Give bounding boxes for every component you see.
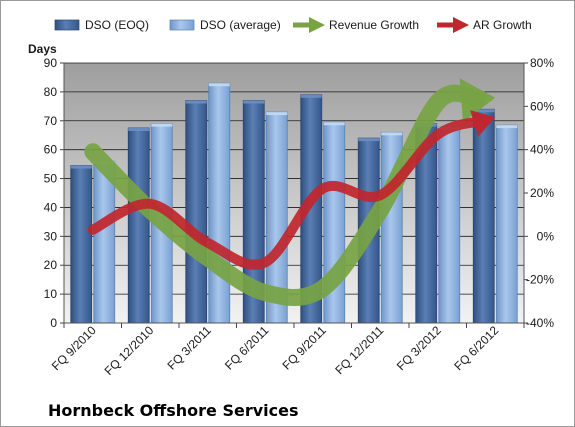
bar-dso-average	[495, 124, 518, 324]
bar-dso-eoq	[70, 165, 93, 324]
x-tick-label: FQ 6/2012	[451, 323, 501, 373]
bar-cap	[185, 100, 207, 104]
legend-arrow-revenue-growth	[293, 17, 325, 33]
bar-dso-eoq	[472, 108, 495, 324]
x-tick-label: FQ 6/2011	[222, 323, 272, 373]
y2-tick-label: -20%	[526, 273, 554, 287]
legend-label-revenue-growth: Revenue Growth	[329, 18, 419, 32]
x-tick-label: FQ 9/2010	[49, 323, 99, 373]
company-label: Hornbeck Offshore Services	[48, 401, 298, 420]
y-tick-label: 70	[44, 114, 58, 128]
growth-lines	[84, 78, 496, 307]
legend-label-ar-growth: AR Growth	[473, 18, 532, 32]
y-tick-label: 20	[44, 258, 58, 272]
y2-tick-label: 60%	[530, 99, 554, 113]
revenue-growth-line	[84, 84, 486, 307]
y-tick-label: 40	[44, 200, 58, 214]
bar-dso-eoq	[185, 100, 208, 324]
bar-cap	[151, 123, 173, 127]
legend-swatch-dso-eoq	[54, 19, 80, 31]
bar-cap	[496, 125, 518, 129]
x-tick-label: FQ 9/2011	[280, 323, 330, 373]
y-tick-label: 80	[44, 85, 58, 99]
x-tick-label: FQ 12/2011	[332, 323, 386, 377]
bar-cap	[208, 83, 230, 87]
revenue-growth-arrowhead	[459, 78, 496, 123]
bar-cap	[70, 165, 92, 169]
bar-dso-eoq	[127, 127, 150, 324]
legend-arrow-ar-growth	[437, 17, 469, 33]
y-tick-label: 60	[44, 143, 58, 157]
x-tick-label: FQ 12/2010	[102, 323, 157, 378]
y-tick-label: 10	[44, 287, 58, 301]
bar-cap	[128, 128, 150, 131]
x-tick-label: FQ 3/2012	[394, 323, 444, 373]
y2-tick-label: -40%	[526, 316, 554, 330]
legend-label-dso-eoq: DSO (EOQ)	[85, 18, 149, 32]
bar-cap	[358, 138, 380, 142]
bar-cap	[300, 94, 322, 98]
y2-tick-label: 0%	[537, 229, 555, 243]
y2-tick-label: 80%	[530, 56, 554, 70]
bar-dso-average	[93, 160, 116, 324]
bar-cap	[243, 100, 265, 104]
y-tick-label: 0	[50, 316, 57, 330]
bar-dso-average	[208, 82, 231, 324]
y-tick-label: 90	[44, 56, 58, 70]
legend-label-dso-average: DSO (average)	[200, 18, 281, 32]
y-axis-title: Days	[28, 42, 57, 56]
bar-cap	[323, 122, 345, 126]
bar-cap	[381, 132, 403, 136]
y-tick-label: 30	[44, 229, 58, 243]
ar-growth-line	[87, 115, 489, 270]
legend-swatch-dso-average	[169, 19, 195, 31]
ar-growth-arrowhead	[470, 110, 496, 137]
bar-cap	[473, 109, 495, 113]
y2-tick-label: 40%	[530, 143, 554, 157]
y-tick-label: 50	[44, 172, 58, 186]
bar-dso-average	[438, 126, 461, 324]
x-tick-label: FQ 3/2011	[165, 323, 215, 373]
legend: DSO (EOQ) DSO (average) Revenue Growth A…	[54, 17, 532, 33]
bar-cap	[266, 112, 288, 116]
y2-tick-label: 20%	[530, 186, 554, 200]
